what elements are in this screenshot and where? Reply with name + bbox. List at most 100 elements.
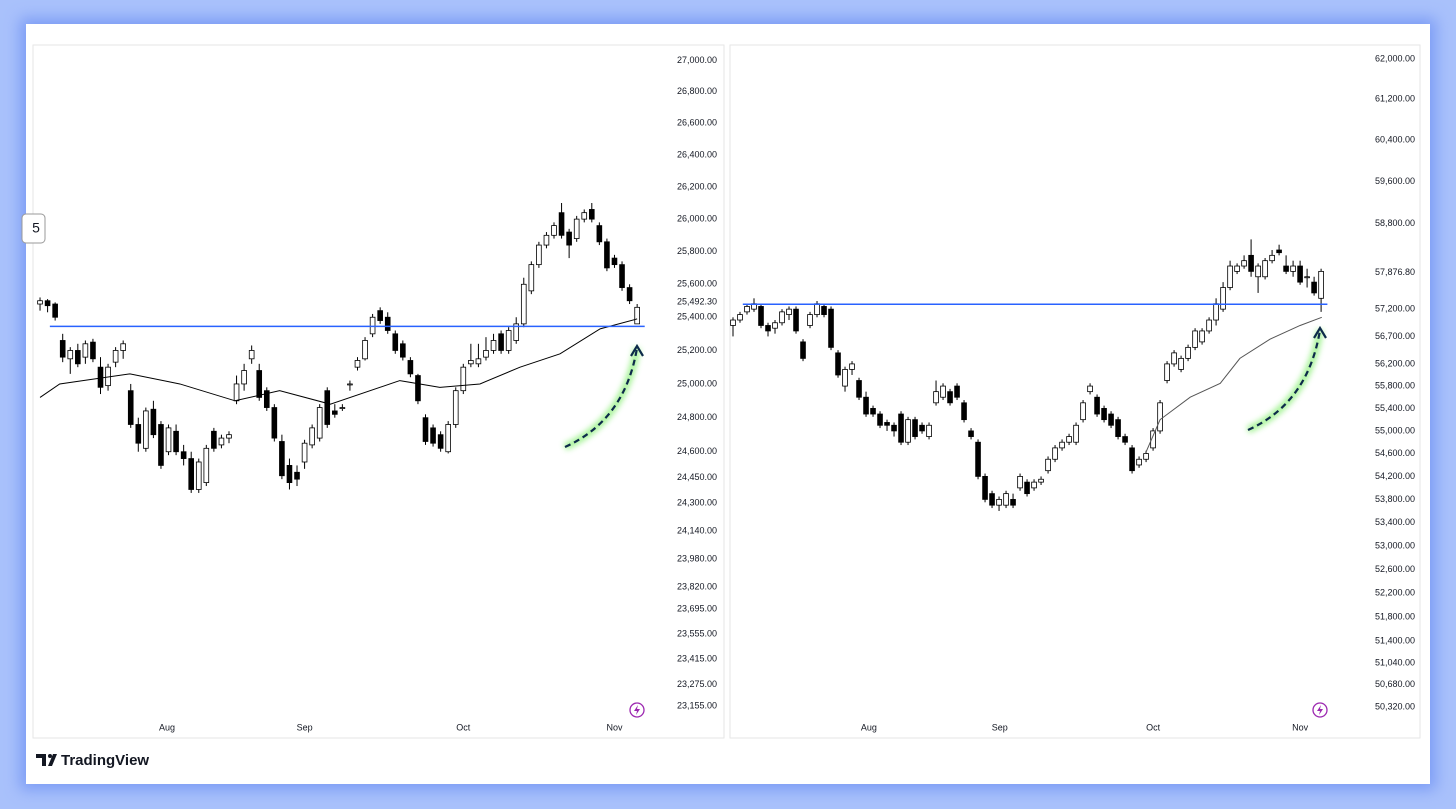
candle-body	[279, 441, 285, 477]
candle-body	[127, 390, 134, 425]
candle-body	[1283, 265, 1289, 272]
moving-average	[39, 318, 638, 405]
y-tick-label: 58,800.00	[1375, 218, 1415, 228]
candle-body	[520, 283, 527, 325]
y-tick-label: 57,200.00	[1375, 304, 1415, 314]
candle-body	[856, 380, 862, 398]
candle-body	[1311, 281, 1317, 294]
candle-body	[294, 471, 300, 480]
candle-body	[1080, 402, 1086, 421]
candle-body	[596, 225, 603, 243]
candle-body	[120, 343, 126, 351]
y-tick-label: 54,600.00	[1375, 448, 1415, 458]
candle-body	[44, 300, 51, 307]
candle-body	[1227, 265, 1233, 288]
y-tick-label: 23,980.00	[677, 553, 717, 563]
candle-body	[1066, 436, 1072, 443]
candle-body	[821, 306, 827, 315]
candle-body	[422, 417, 429, 442]
y-tick-label: 57,876.80	[1375, 267, 1415, 277]
lightning-icon[interactable]	[1312, 702, 1328, 718]
candle-body	[919, 424, 925, 432]
candle-body	[1101, 408, 1107, 421]
candle-body	[1185, 346, 1191, 359]
candle-body	[912, 419, 918, 437]
y-tick-label: 25,200.00	[677, 345, 717, 355]
candle-body	[1213, 303, 1219, 321]
moving-average	[1144, 316, 1322, 454]
candle-body	[849, 363, 855, 370]
candle-body	[793, 308, 799, 332]
candle-body	[1220, 287, 1226, 310]
x-tick-label: Nov	[606, 722, 623, 732]
y-tick-label: 52,200.00	[1375, 588, 1415, 598]
left-panel	[32, 44, 725, 739]
candle-body	[135, 424, 142, 444]
x-tick-label: Sep	[297, 722, 313, 732]
candle-body	[1206, 319, 1212, 332]
y-tick-label: 24,300.00	[677, 498, 717, 508]
annotation-arrow	[1246, 325, 1327, 434]
y-tick-label: 62,000.00	[1375, 53, 1415, 63]
y-tick-label: 25,800.00	[677, 246, 717, 256]
candle-body	[241, 370, 247, 385]
candle-body	[975, 441, 981, 477]
candle-body	[573, 218, 580, 239]
candle-body	[52, 303, 58, 318]
y-tick-label: 51,400.00	[1375, 635, 1415, 645]
candle-body	[982, 476, 988, 500]
candle-body	[926, 424, 932, 437]
y-tick-label: 56,700.00	[1375, 331, 1415, 341]
candle-body	[316, 407, 323, 439]
y-tick-label: 50,680.00	[1375, 679, 1415, 689]
candle-body	[415, 375, 421, 402]
candle-body	[430, 427, 436, 444]
candle-body	[1017, 476, 1023, 489]
candle-body	[1269, 254, 1275, 262]
candle-body	[807, 314, 813, 326]
y-tick-label: 26,600.00	[677, 118, 717, 128]
candle-body	[737, 314, 743, 321]
candle-body	[765, 325, 771, 332]
y-tick-label: 23,695.00	[677, 604, 717, 614]
candle-body	[884, 422, 890, 426]
candle-body	[543, 234, 550, 246]
lightning-icon[interactable]	[629, 702, 645, 718]
candle-body	[1094, 396, 1100, 415]
candle-body	[1241, 260, 1247, 267]
candle-body	[1199, 330, 1205, 343]
candle-body	[1234, 265, 1240, 272]
candle-body	[392, 333, 399, 351]
candle-body	[536, 244, 542, 266]
candle-body	[1136, 458, 1142, 466]
candle-body	[1024, 481, 1030, 495]
candle-body	[786, 308, 792, 315]
candle-body	[611, 257, 618, 266]
candle-body	[1178, 357, 1184, 370]
y-tick-label: 51,040.00	[1375, 657, 1415, 667]
candle-body	[286, 465, 293, 483]
candle-body	[218, 437, 225, 446]
candle-body	[1150, 430, 1156, 449]
candle-body	[1164, 363, 1170, 381]
candle-body	[180, 451, 187, 459]
candle-body	[588, 209, 595, 220]
candle-body	[445, 424, 451, 453]
candle-body	[528, 264, 535, 292]
y-tick-label: 26,800.00	[677, 86, 717, 96]
y-tick-label: 59,600.00	[1375, 176, 1415, 186]
candle-body	[332, 410, 338, 415]
candle-body	[513, 323, 520, 341]
y-tick-label: 61,200.00	[1375, 94, 1415, 104]
candle-body	[1038, 478, 1044, 483]
y-tick-label: 23,820.00	[677, 582, 717, 592]
candle-body	[604, 241, 610, 269]
candle-body	[814, 303, 820, 315]
annotation-arrow	[563, 343, 644, 451]
y-tick-label: 54,200.00	[1375, 471, 1415, 481]
candle-body	[1255, 265, 1261, 278]
candle-body	[211, 430, 217, 449]
candle-body	[877, 413, 883, 426]
candle-body	[1318, 270, 1324, 299]
